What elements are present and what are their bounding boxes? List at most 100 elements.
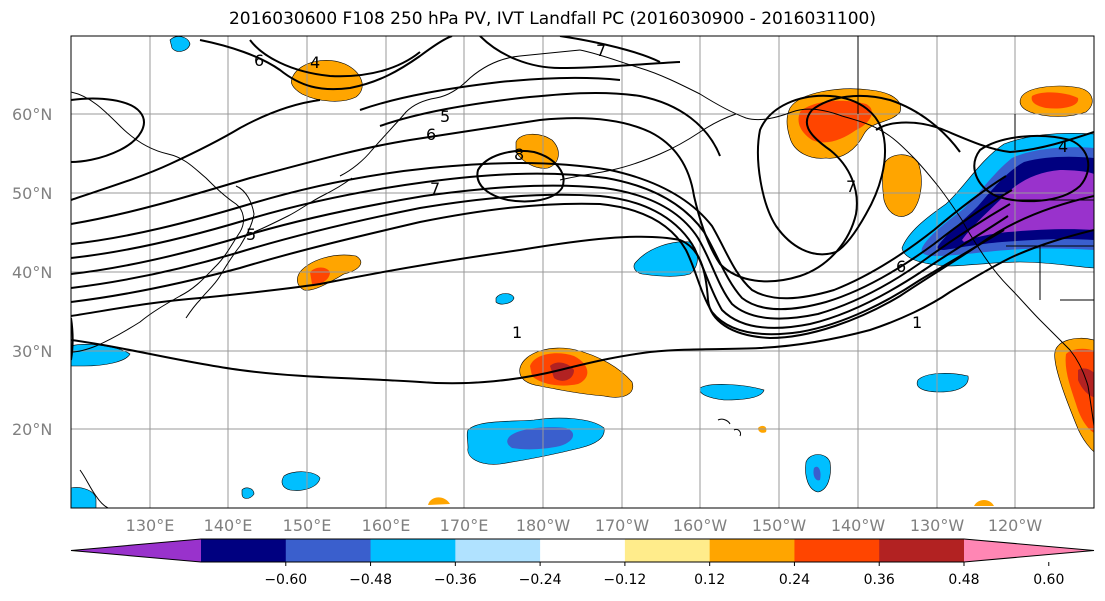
lon-label: 150°E: [283, 516, 332, 535]
pv-contour-label: 1: [912, 313, 922, 332]
ivt-anomaly-blob: [882, 154, 922, 217]
pv-contour-nw-7: [559, 36, 661, 63]
pv-contour-label: 7: [430, 179, 440, 198]
ivt-anomaly-blob: [281, 471, 321, 491]
pv-contour-label: 5: [440, 107, 450, 126]
ivt-anomaly-blob: [699, 384, 765, 401]
kuril-islands: [253, 177, 353, 233]
colorbar-tick-label: −0.36: [434, 572, 477, 588]
pv-contour-labels: 1 1 4 6 6 7 7 8 5 6 4 7 5: [246, 41, 1068, 342]
pv-contour-label: 6: [896, 257, 906, 276]
colorbar-swatch: [455, 539, 541, 562]
pv-contour-ak-loop: [757, 94, 887, 256]
ivt-anomaly-blob: [798, 100, 872, 143]
pv-contour-label: 8: [514, 145, 524, 164]
pv-contour-7-loop: [71, 94, 961, 283]
colorbar-tick-label: −0.12: [603, 572, 646, 588]
lon-label: 170°E: [440, 516, 489, 535]
lon-label: 140°W: [831, 516, 886, 535]
lat-label: 30°N: [12, 342, 52, 361]
colorbar-swatch: [540, 539, 626, 562]
pv-contour-jet-2: [71, 193, 1009, 329]
colorbar-tick-label: 0.36: [864, 572, 895, 588]
lat-label: 50°N: [12, 184, 52, 203]
colorbar: [70, 538, 1095, 563]
asia-coast: [71, 91, 244, 353]
pv-contour-label: 1: [512, 323, 522, 342]
ivt-anomaly-blob: [507, 427, 574, 450]
lon-label: 170°W: [595, 516, 650, 535]
colorbar-tick-label: −0.48: [349, 572, 392, 588]
aleutian-islands: [559, 113, 737, 181]
pv-contour-6: [379, 91, 721, 157]
map-plot-area: 1 1 4 6 6 7 7 8 5 6 4 7 5: [71, 36, 1094, 508]
ivt-anomaly-blob: [169, 36, 191, 52]
pv-contour-label: 4: [1058, 137, 1068, 156]
latitude-labels: 60°N 50°N 40°N 30°N 20°N: [12, 105, 52, 439]
pv-contour-label: 7: [846, 177, 856, 196]
pv-contour-north-3: [479, 36, 681, 70]
colorbar-tick-label: −0.60: [264, 572, 307, 588]
ivt-anomaly-blob: [1031, 92, 1079, 109]
pv-contour-8-loop: [476, 150, 565, 203]
pv-contour-label: 6: [426, 125, 436, 144]
colorbar-swatch: [285, 539, 372, 562]
lon-label: 180°W: [516, 516, 571, 535]
japan-coast: [185, 185, 255, 319]
pv-contour-jet-5: [71, 162, 1007, 300]
philippines: [79, 469, 109, 508]
pv-contour-jet-3: [71, 184, 1011, 320]
pv-contour-label: 4: [310, 53, 320, 72]
ivt-anomaly-blob: [291, 60, 363, 102]
ivt-anomaly-blob: [633, 241, 698, 277]
colorbar-swatch: [624, 539, 711, 562]
ivt-anomaly-blob: [241, 487, 255, 499]
lon-label: 160°W: [673, 516, 728, 535]
lon-label: 160°E: [362, 516, 411, 535]
ivt-anomaly-blob: [813, 466, 821, 481]
colorbar-tick-label: −0.24: [519, 572, 562, 588]
lon-label: 150°W: [752, 516, 807, 535]
pv-contour-1-north: [71, 195, 1094, 340]
ivt-anomaly-blob: [974, 500, 994, 506]
lon-label: 130°E: [126, 516, 175, 535]
colorbar-outline: [70, 538, 1095, 563]
colorbar-swatch: [879, 539, 965, 562]
colorbar-extend-low: [71, 539, 201, 562]
map-title: 2016030600 F108 250 hPa PV, IVT Landfall…: [228, 9, 876, 29]
lat-label: 60°N: [12, 105, 52, 124]
colorbar-tick-label: 0.48: [948, 572, 979, 588]
lat-label: 40°N: [12, 263, 52, 282]
pv-contour-label: 7: [596, 41, 606, 60]
lat-label: 20°N: [12, 420, 52, 439]
hawaii: [717, 418, 741, 437]
colorbar-swatch: [794, 539, 880, 562]
colorbar-swatch: [709, 539, 795, 562]
colorbar-extend-high: [964, 539, 1094, 562]
ivt-anomaly-blob: [1078, 368, 1094, 398]
pv-contours: [71, 36, 1094, 385]
colorbar-tick-label: 0.24: [779, 572, 810, 588]
pv-contour-canada-loop: [973, 134, 1090, 203]
map-frame: [70, 35, 1095, 509]
pv-contour-north-2: [249, 39, 421, 78]
pv-contour-north-1: [199, 36, 453, 91]
kamchatka-coast: [339, 49, 581, 177]
pv-contour-1-south: [71, 229, 1094, 385]
ivt-anomaly-blob: [71, 487, 97, 508]
pv-contour-north-4: [71, 97, 145, 163]
ivt-anomaly-blob: [916, 373, 969, 393]
pv-contour-north-5: [71, 99, 321, 201]
pv-contour-canada-4: [875, 121, 1094, 154]
colorbar-swatch: [201, 539, 287, 562]
north-america-coast: [961, 219, 1094, 427]
longitude-labels: 130°E 140°E 150°E 160°E 170°E 180°W 170°…: [126, 516, 1043, 535]
colorbar-tick-label: 0.60: [1033, 572, 1064, 588]
ivt-anomaly-blob: [428, 497, 450, 505]
colorbar-swatch: [370, 539, 456, 562]
pv-contour-jet-1: [71, 202, 1005, 336]
colorbar-tick-label: 0.12: [694, 572, 725, 588]
pv-contour-label: 5: [246, 225, 256, 244]
lon-label: 120°W: [988, 516, 1043, 535]
